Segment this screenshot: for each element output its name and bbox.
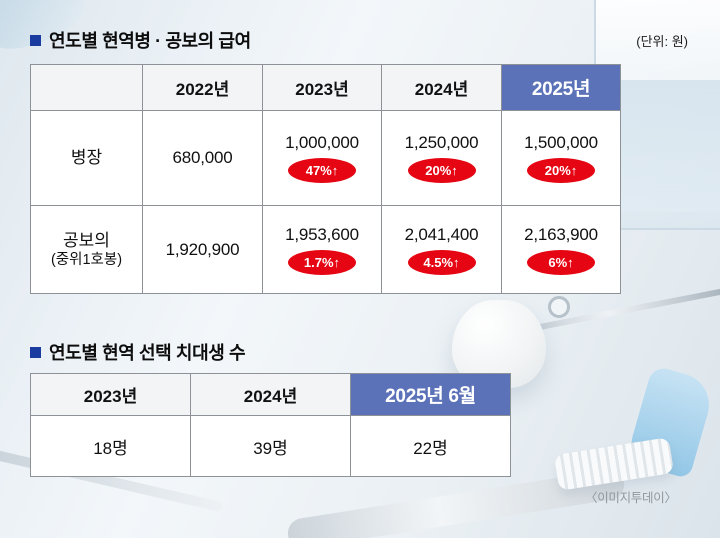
row-label-text: 공보의: [63, 230, 110, 250]
salary-value: 680,000: [172, 148, 233, 167]
students-table-value-row: 18명 39명 22명: [30, 415, 511, 477]
salary-value: 1,250,000: [404, 133, 479, 152]
students-2025-count: 22명: [350, 415, 511, 477]
salary-section-header: 연도별 현역병 · 공보의 급여 (단위: 원): [30, 27, 688, 53]
row-label-public-health-doctor: 공보의 (중위1호봉): [30, 205, 143, 294]
salary-section-title: 연도별 현역병 · 공보의 급여: [49, 31, 251, 51]
phd-2025-cell: 2,163,900 6%↑: [501, 205, 621, 294]
salary-header-blank: [30, 64, 143, 111]
salary-header-2023: 2023년: [262, 64, 382, 111]
sergeant-2025-cell: 1,500,000 20%↑: [501, 110, 621, 206]
row-label-sergeant: 병장: [30, 110, 143, 206]
salary-header-2024: 2024년: [381, 64, 502, 111]
sergeant-2024-cell: 1,250,000 20%↑: [381, 110, 502, 206]
salary-value: 1,500,000: [524, 133, 598, 152]
sergeant-2023-cell: 1,000,000 47%↑: [262, 110, 382, 206]
row-label-subtext: (중위1호봉): [50, 252, 123, 269]
phd-2024-cell: 2,041,400 4.5%↑: [381, 205, 502, 294]
increase-badge: 20%↑: [527, 158, 595, 183]
salary-value: 2,163,900: [524, 224, 598, 244]
increase-badge: 6%↑: [527, 249, 595, 275]
salary-table-header-row: 2022년 2023년 2024년 2025년: [30, 64, 621, 111]
salary-header-2022: 2022년: [142, 64, 263, 111]
image-credit: 〈이미지투데이〉: [585, 491, 677, 505]
students-header-2024: 2024년: [190, 373, 351, 416]
phd-2022-cell: 1,920,900: [142, 205, 263, 294]
students-header-2025-highlight: 2025년 6월: [350, 373, 511, 416]
salary-value: 1,920,900: [165, 239, 240, 259]
students-2023-count: 18명: [30, 415, 191, 477]
increase-badge: 47%↑: [288, 158, 356, 183]
students-section-title: 연도별 현역 선택 치대생 수: [49, 343, 246, 363]
section-bullet-icon: [30, 34, 41, 46]
table-row-public-health-doctor: 공보의 (중위1호봉) 1,920,900 1,953,600 1.7%↑: [30, 205, 621, 294]
increase-badge: 20%↑: [407, 158, 476, 183]
salary-value: 1,000,000: [285, 133, 359, 152]
sergeant-2022-cell: 680,000: [142, 110, 263, 206]
salary-value: 2,041,400: [404, 224, 479, 244]
glass-water-fill: [612, 80, 720, 212]
salary-value: 1,953,600: [285, 224, 359, 244]
unit-label: (단위: 원): [636, 33, 688, 49]
salary-table: 2022년 2023년 2024년 2025년 병장 680,000 1,000…: [30, 64, 621, 294]
row-label-text: 병장: [70, 148, 103, 168]
section-bullet-icon: [30, 346, 41, 358]
phd-2023-cell: 1,953,600 1.7%↑: [262, 205, 382, 294]
increase-badge: 4.5%↑: [407, 249, 476, 275]
table-row-sergeant: 병장 680,000 1,000,000 47%↑ 1,250,000: [30, 110, 621, 206]
dental-probe-ring: [548, 296, 570, 318]
students-2024-count: 39명: [190, 415, 351, 477]
students-section-header: 연도별 현역 선택 치대생 수: [30, 339, 510, 365]
salary-header-2025-highlight: 2025년: [501, 64, 621, 111]
increase-badge: 1.7%↑: [288, 249, 356, 275]
students-header-2023: 2023년: [30, 373, 191, 416]
students-table-header-row: 2023년 2024년 2025년 6월: [30, 373, 511, 416]
students-table: 2023년 2024년 2025년 6월 18명 39명 22명: [30, 373, 511, 477]
